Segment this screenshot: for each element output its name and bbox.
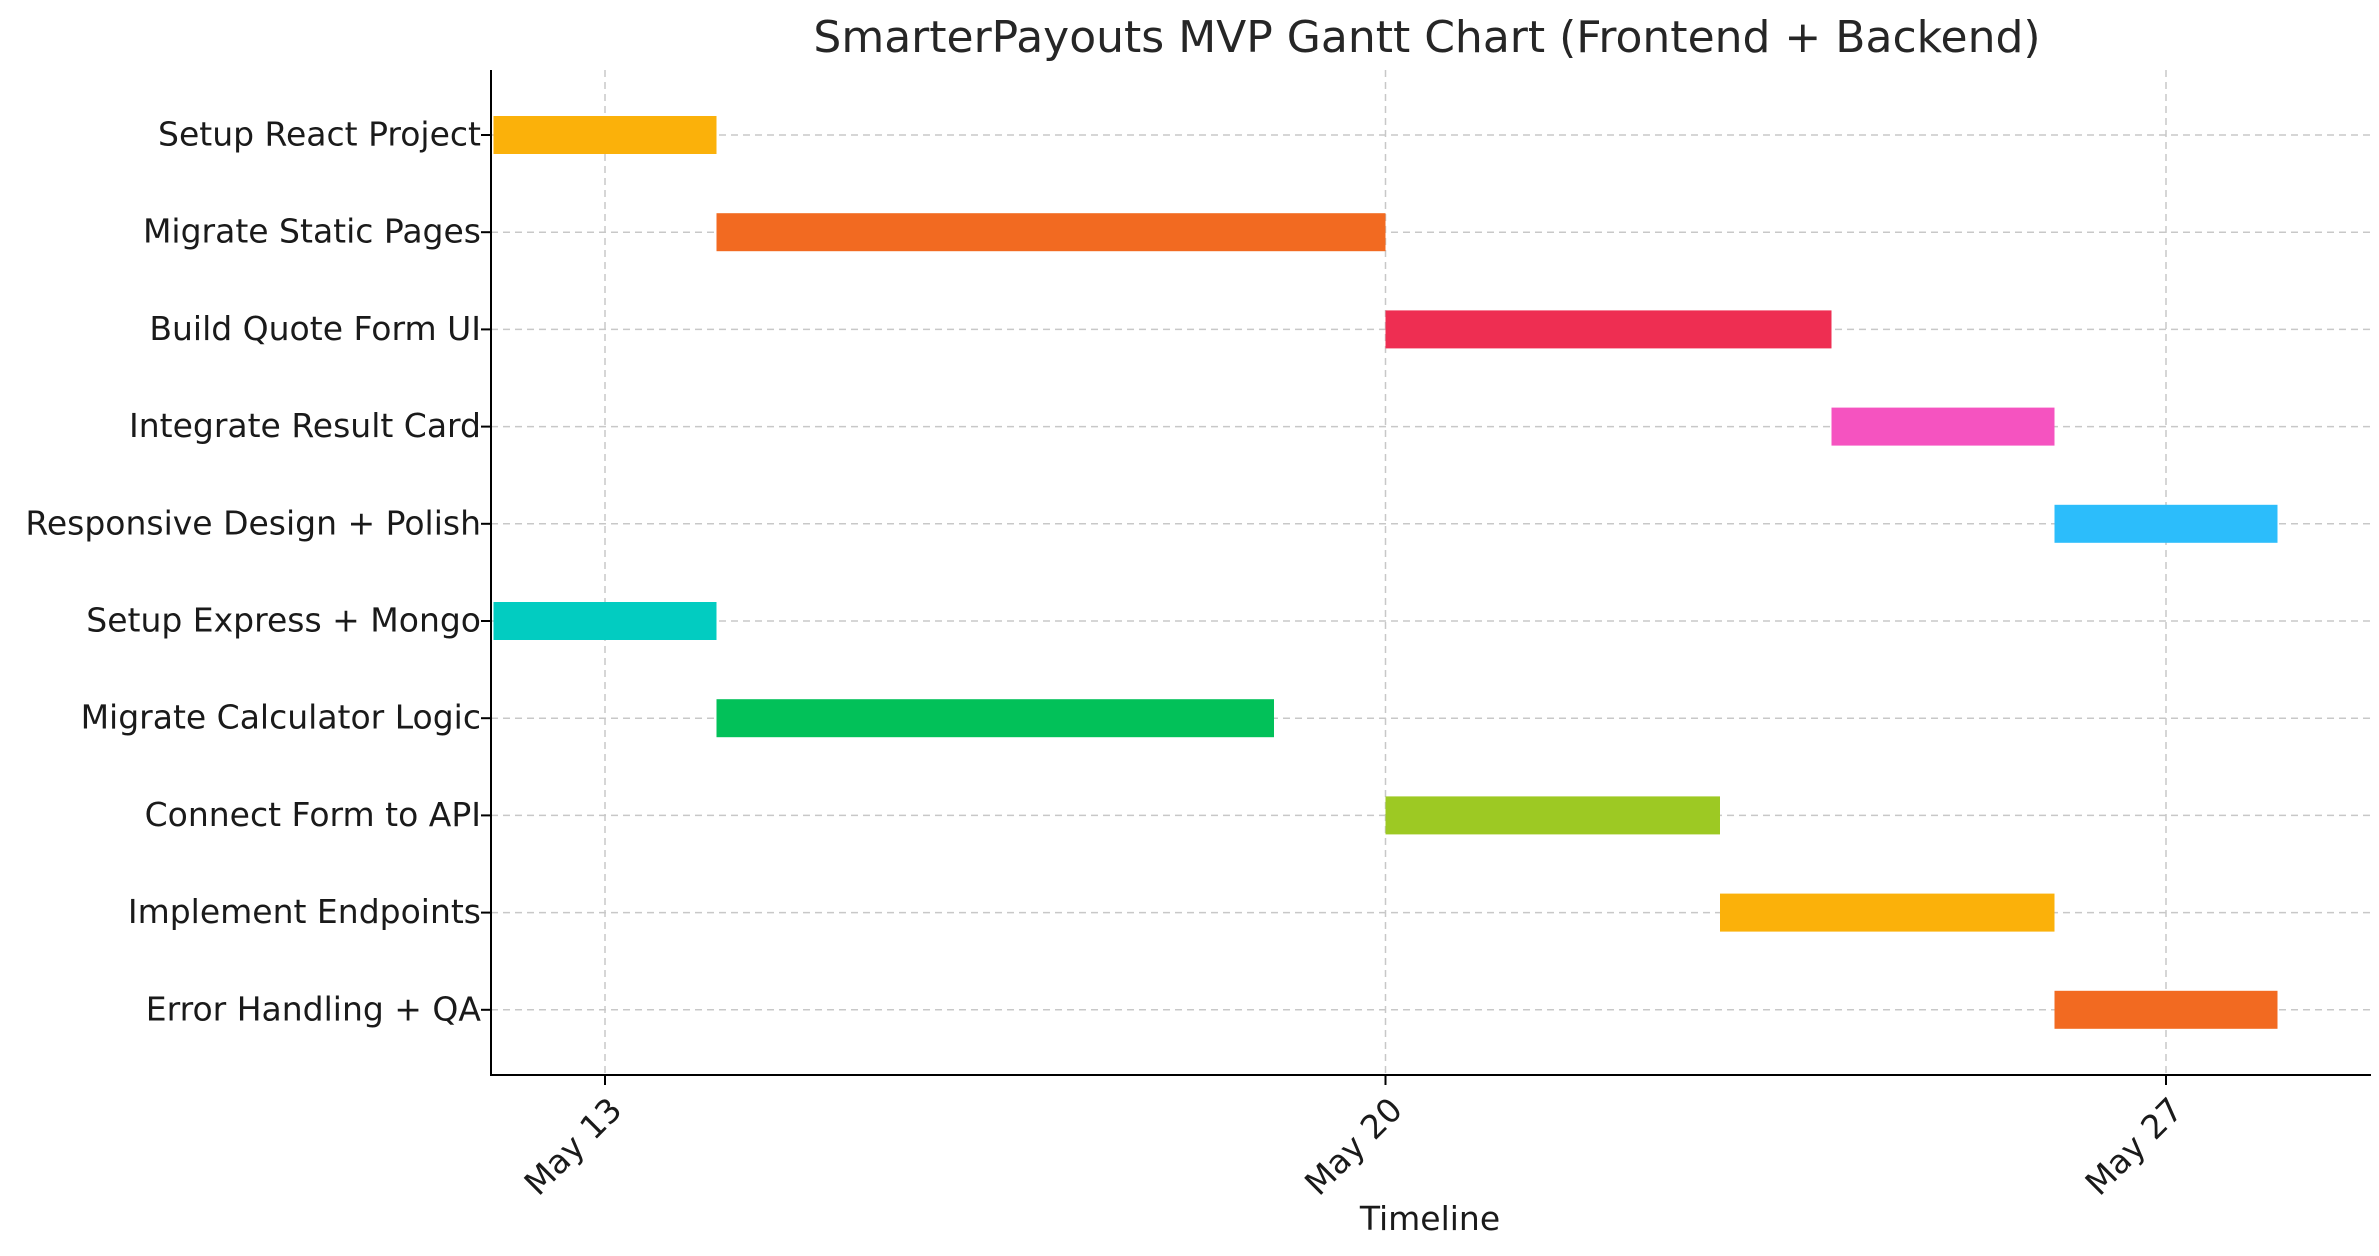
- y-axis-ticks: Setup React Project Migrate Static Pages B…: [25, 115, 491, 1028]
- x-tick-label: May 13: [516, 1090, 629, 1203]
- task-bar: [716, 213, 1386, 252]
- task-bars: [493, 116, 2278, 1029]
- chart-title: SmarterPayouts MVP Gantt Chart (Frontend…: [813, 12, 2040, 63]
- x-tick-label: May 20: [1297, 1090, 1410, 1203]
- task-label: Setup Express + Mongo: [86, 601, 481, 640]
- task-label: Migrate Static Pages: [143, 212, 481, 251]
- task-bar: [2054, 504, 2278, 543]
- task-label: Implement Endpoints: [128, 892, 481, 931]
- x-axis-label: Timeline: [1359, 1199, 1500, 1238]
- x-axis-ticks: May 13 May 20 May 27: [516, 1075, 2190, 1203]
- task-label: Integrate Result Card: [129, 406, 481, 445]
- task-label: Connect Form to API: [145, 795, 481, 834]
- task-label: Error Handling + QA: [146, 989, 482, 1028]
- task-bar: [1385, 310, 1832, 349]
- task-bar: [1385, 796, 1720, 835]
- task-bar: [493, 602, 717, 640]
- task-label: Build Quote Form UI: [149, 309, 481, 348]
- task-bar: [1831, 407, 2055, 446]
- task-label: Setup React Project: [158, 115, 481, 154]
- x-tick-label: May 27: [2077, 1090, 2190, 1203]
- task-bar: [1720, 893, 2055, 932]
- task-bar: [493, 116, 717, 154]
- task-bar: [716, 699, 1274, 738]
- task-bar: [2054, 990, 2278, 1029]
- task-label: Migrate Calculator Logic: [81, 698, 481, 737]
- task-label: Responsive Design + Polish: [25, 503, 481, 542]
- y-gridlines: [491, 134, 2371, 1011]
